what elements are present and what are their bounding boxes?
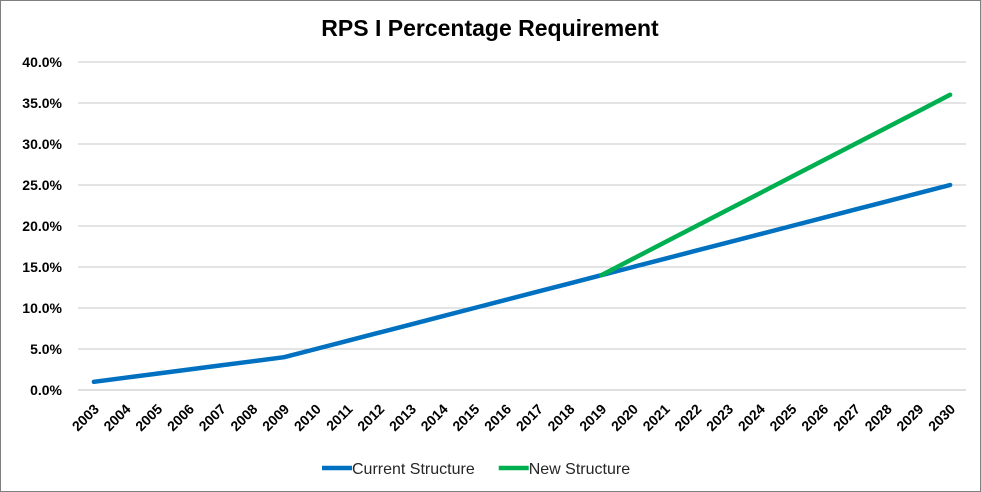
chart-title: RPS I Percentage Requirement [321, 15, 659, 41]
x-axis-ticks: 2003200420052006200720082009201020112012… [69, 401, 959, 434]
gridlines [78, 61, 966, 391]
x-tick-label: 2019 [576, 401, 609, 434]
series-line [599, 92, 953, 278]
x-tick-label: 2027 [830, 401, 863, 434]
x-tick-label: 2010 [291, 401, 324, 434]
x-tick-label: 2015 [449, 401, 482, 434]
x-tick-label: 2028 [861, 401, 894, 434]
y-tick-label: 25.0% [22, 177, 62, 193]
y-tick-label: 15.0% [22, 259, 62, 275]
x-tick-label: 2017 [513, 401, 546, 434]
y-tick-label: 5.0% [30, 341, 62, 357]
y-tick-label: 0.0% [30, 382, 62, 398]
x-tick-label: 2008 [227, 401, 260, 434]
x-tick-label: 2021 [639, 401, 672, 434]
x-tick-label: 2023 [703, 401, 736, 434]
y-tick-label: 30.0% [22, 136, 62, 152]
y-tick-label: 35.0% [22, 95, 62, 111]
legend-label: Current Structure [352, 461, 475, 478]
x-tick-label: 2025 [766, 401, 799, 434]
legend-label: New Structure [529, 461, 630, 478]
series-lines [91, 92, 953, 385]
y-axis-ticks: 0.0% 5.0% 10.0% 15.0% 20.0% 25.0% 30.0% 35.0% 40… [22, 54, 62, 398]
x-tick-label: 2013 [386, 401, 419, 434]
x-tick-label: 2022 [671, 401, 704, 434]
x-tick-label: 2004 [100, 401, 133, 434]
x-tick-label: 2029 [893, 401, 926, 434]
series-line [91, 182, 953, 385]
x-tick-label: 2024 [735, 401, 768, 434]
x-tick-label: 2012 [354, 401, 387, 434]
y-tick-label: 10.0% [22, 300, 62, 316]
x-tick-label: 2026 [798, 401, 831, 434]
x-tick-label: 2018 [544, 401, 577, 434]
x-tick-label: 2006 [164, 401, 197, 434]
y-tick-label: 20.0% [22, 218, 62, 234]
x-tick-label: 2003 [69, 401, 102, 434]
x-tick-label: 2014 [417, 401, 450, 434]
x-tick-label: 2009 [259, 401, 292, 434]
x-tick-label: 2016 [481, 401, 514, 434]
legend: Current Structure New Structure [322, 461, 630, 478]
x-tick-label: 2005 [132, 401, 165, 434]
x-tick-label: 2011 [323, 401, 356, 434]
x-tick-label: 2020 [608, 401, 641, 434]
y-tick-label: 40.0% [22, 54, 62, 70]
x-tick-label: 2030 [925, 401, 958, 434]
x-tick-label: 2007 [195, 401, 228, 434]
